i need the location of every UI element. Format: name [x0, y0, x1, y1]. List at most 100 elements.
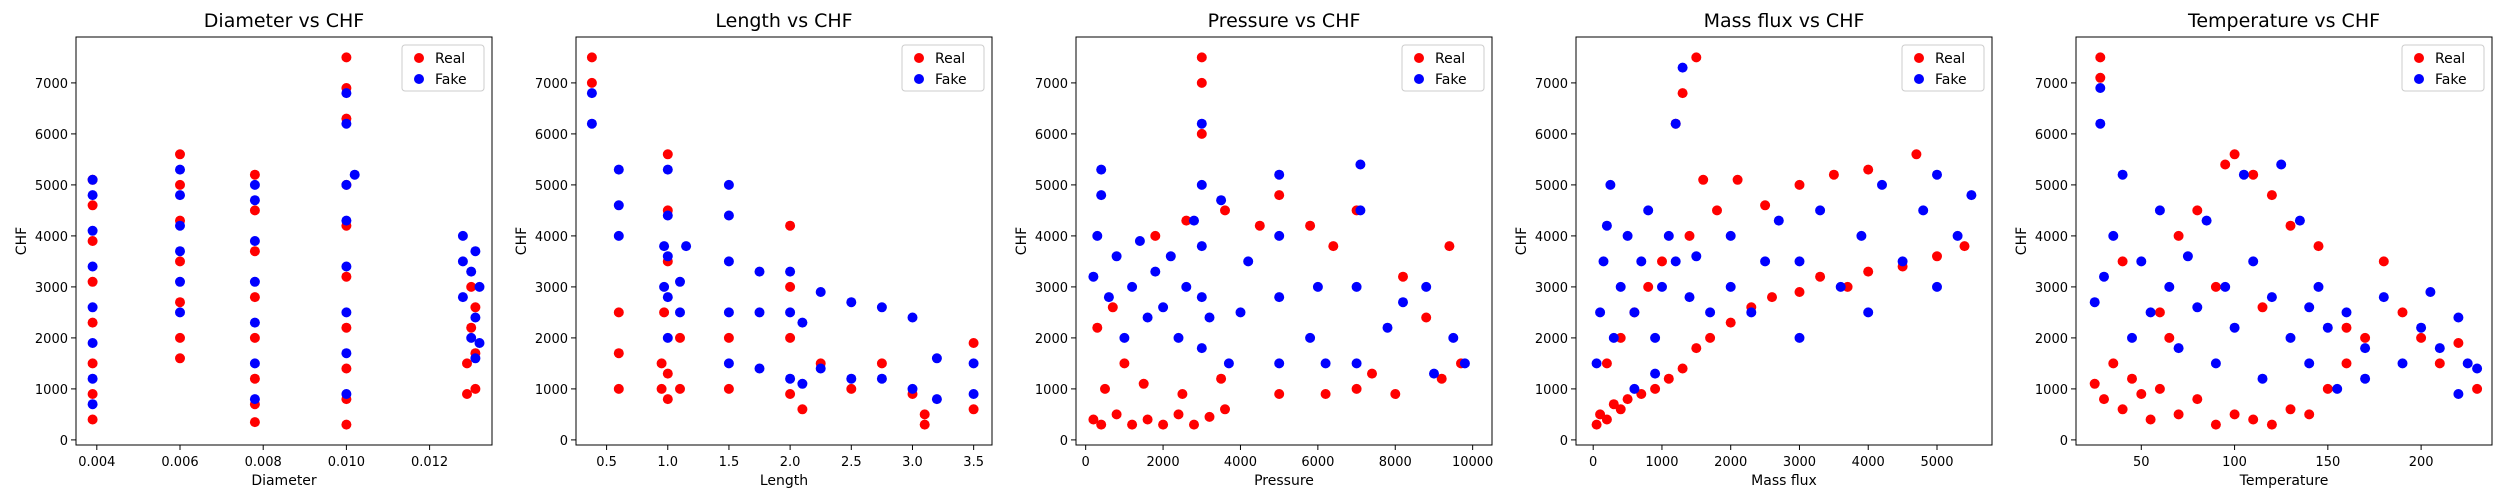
point-real — [341, 322, 352, 333]
point-real — [1815, 271, 1826, 282]
y-tick-label: 2000 — [35, 332, 68, 347]
point-real — [1142, 414, 1153, 425]
point-fake — [931, 394, 942, 405]
point-real — [1254, 220, 1265, 231]
point-fake — [1691, 251, 1702, 262]
point-fake — [175, 190, 185, 201]
point-real — [1189, 419, 1199, 430]
point-real — [1684, 230, 1695, 241]
y-tick-label: 5000 — [1535, 179, 1568, 194]
x-tick-label: 2.0 — [780, 455, 801, 470]
point-fake — [457, 256, 468, 267]
point-real — [2154, 307, 2165, 318]
point-real — [1119, 358, 1130, 369]
y-tick-label: 1000 — [535, 383, 568, 398]
point-real — [1622, 394, 1633, 405]
point-real — [656, 358, 667, 369]
point-fake — [457, 292, 468, 303]
x-tick-label: 0.008 — [245, 455, 282, 470]
y-tick-label: 4000 — [2035, 230, 2068, 245]
point-real — [613, 307, 624, 318]
x-axis-label: Mass flux — [1751, 473, 1817, 489]
x-tick-label: 6000 — [1301, 455, 1334, 470]
point-real — [2341, 322, 2352, 333]
x-tick-label: 100 — [2222, 455, 2247, 470]
point-real — [675, 383, 685, 394]
axes-frame — [2075, 36, 2493, 446]
point-real — [2210, 419, 2221, 430]
point-real — [2378, 256, 2389, 267]
point-fake — [1725, 230, 1736, 241]
legend-marker-real — [1914, 53, 1924, 63]
point-real — [586, 52, 597, 63]
x-tick-label: 0.012 — [411, 455, 448, 470]
point-real — [1088, 414, 1099, 425]
point-real — [2285, 404, 2296, 415]
point-real — [2192, 205, 2203, 216]
point-real — [2173, 409, 2184, 420]
point-real — [2472, 383, 2483, 394]
axes-frame — [1075, 36, 1493, 446]
y-tick-label: 3000 — [2035, 281, 2068, 296]
point-real — [2117, 256, 2128, 267]
point-real — [1828, 169, 1839, 180]
x-axis-label: Pressure — [1254, 473, 1314, 489]
point-real — [919, 419, 930, 430]
point-fake — [1119, 332, 1130, 343]
y-tick-label: 0 — [60, 434, 68, 449]
point-fake — [1608, 332, 1619, 343]
y-tick-label: 1000 — [35, 383, 68, 398]
point-fake — [1794, 256, 1805, 267]
x-tick-label: 8000 — [1379, 455, 1412, 470]
point-fake — [1622, 230, 1633, 241]
point-fake — [1670, 256, 1681, 267]
point-fake — [2099, 271, 2109, 282]
point-fake — [675, 276, 685, 287]
x-axis-label: Length — [760, 473, 808, 489]
point-real — [1794, 287, 1805, 297]
y-tick-label: 2000 — [535, 332, 568, 347]
point-real — [2145, 414, 2156, 425]
point-fake — [2238, 169, 2249, 180]
point-fake — [1158, 302, 1169, 313]
point-real — [2099, 394, 2109, 405]
point-fake — [723, 307, 734, 318]
point-real — [1643, 281, 1654, 292]
point-fake — [2434, 343, 2445, 354]
chart-title: Diameter vs CHF — [204, 10, 364, 32]
point-fake — [175, 220, 185, 231]
y-axis-label: CHF — [2014, 227, 2030, 255]
point-fake — [1243, 256, 1254, 267]
point-real — [1096, 419, 1107, 430]
point-real — [1677, 363, 1688, 374]
point-real — [249, 169, 260, 180]
point-fake — [249, 179, 260, 190]
y-tick-label: 3000 — [535, 281, 568, 296]
y-tick-label: 0 — [1060, 434, 1068, 449]
point-fake — [2360, 373, 2371, 384]
point-real — [2220, 159, 2231, 170]
point-fake — [474, 338, 485, 348]
point-fake — [1932, 169, 1942, 180]
point-real — [1220, 205, 1230, 216]
point-fake — [1591, 358, 1602, 369]
point-real — [785, 389, 796, 399]
point-real — [1732, 174, 1743, 185]
legend-label: Real — [1435, 51, 1465, 67]
legend-marker-fake — [1914, 74, 1924, 84]
x-axis-label: Temperature — [2239, 473, 2329, 489]
point-fake — [1877, 179, 1887, 190]
y-tick-label: 7000 — [1535, 77, 1568, 92]
point-real — [466, 322, 477, 333]
legend-marker-real — [1414, 53, 1424, 63]
point-fake — [2360, 343, 2371, 354]
y-tick-label: 2000 — [2035, 332, 2068, 347]
x-tick-label: 200 — [2409, 455, 2434, 470]
point-fake — [797, 317, 808, 328]
point-real — [87, 389, 98, 399]
point-fake — [2145, 307, 2156, 318]
point-fake — [249, 317, 260, 328]
point-real — [2285, 220, 2296, 231]
point-fake — [87, 190, 98, 201]
